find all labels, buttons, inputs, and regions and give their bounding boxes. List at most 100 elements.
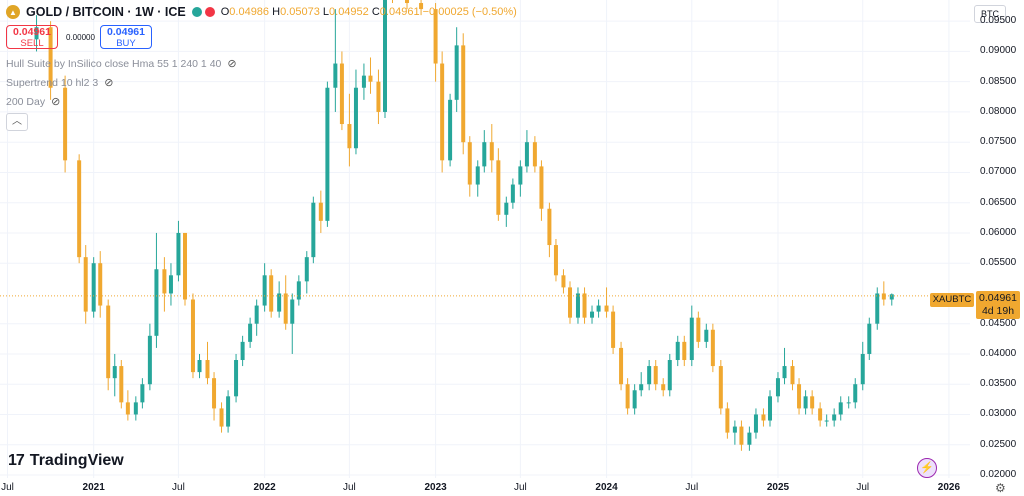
candle bbox=[689, 305, 694, 367]
candle-body bbox=[140, 384, 145, 403]
collapse-indicators-button[interactable]: ︿ bbox=[6, 113, 28, 131]
candle bbox=[248, 317, 253, 348]
candle bbox=[853, 378, 858, 409]
candle-body bbox=[269, 275, 274, 312]
candle-body bbox=[190, 299, 195, 373]
candle bbox=[653, 360, 658, 391]
candle bbox=[77, 154, 82, 264]
candle bbox=[277, 281, 282, 318]
candle bbox=[168, 263, 173, 306]
candle bbox=[846, 396, 851, 409]
sell-button[interactable]: 0.04961 SELL bbox=[6, 25, 58, 49]
candle bbox=[183, 232, 188, 306]
candle bbox=[547, 202, 552, 258]
candle bbox=[475, 160, 480, 197]
candle-body bbox=[234, 360, 239, 397]
spread-value: 0.00000 bbox=[66, 33, 95, 42]
candle bbox=[510, 178, 515, 209]
candle bbox=[339, 51, 344, 131]
candle-body bbox=[147, 335, 152, 385]
candle bbox=[318, 190, 323, 233]
candle-body bbox=[405, 0, 410, 4]
indicator-hull-suite[interactable]: Hull Suite by InSilico close Hma 55 1 24… bbox=[6, 57, 237, 71]
tradingview-logo[interactable]: 17 TradingView bbox=[8, 452, 124, 470]
eye-off-icon[interactable]: ⊘ bbox=[51, 96, 61, 108]
candle bbox=[269, 269, 274, 318]
candle-body bbox=[419, 3, 424, 10]
candle bbox=[368, 57, 373, 94]
candle-body bbox=[496, 160, 501, 215]
candle bbox=[604, 287, 609, 318]
x-tick-label: Jul bbox=[856, 482, 870, 493]
candle bbox=[376, 69, 381, 125]
market-open-dot-icon bbox=[191, 7, 202, 17]
candle bbox=[190, 293, 195, 379]
candle-body bbox=[353, 87, 358, 149]
x-tick-label: 2025 bbox=[766, 482, 790, 493]
candle-body bbox=[775, 378, 780, 397]
indicator-200-day[interactable]: 200 Day ⊘ bbox=[6, 95, 61, 109]
y-tick-label: 0.05500 bbox=[980, 257, 1017, 269]
eye-off-icon[interactable]: ⊘ bbox=[227, 58, 237, 70]
candle-body bbox=[704, 329, 709, 342]
candle bbox=[154, 232, 159, 348]
candle-body bbox=[361, 75, 366, 88]
y-tick-label: 0.04500 bbox=[980, 317, 1017, 329]
candle bbox=[433, 3, 438, 82]
candle-body bbox=[604, 305, 609, 312]
candle-body bbox=[168, 275, 173, 294]
candle-body bbox=[718, 366, 723, 409]
candle bbox=[162, 257, 167, 312]
x-tick-label: 2024 bbox=[595, 482, 618, 493]
y-tick-label: 0.06500 bbox=[980, 196, 1017, 208]
y-tick-label: 0.04000 bbox=[980, 347, 1017, 359]
candle bbox=[254, 299, 259, 336]
eye-off-icon[interactable]: ⊘ bbox=[104, 77, 114, 89]
candle bbox=[304, 251, 309, 294]
candle bbox=[790, 360, 795, 391]
candle bbox=[448, 93, 453, 167]
candle-body bbox=[240, 341, 245, 361]
candle-body bbox=[739, 426, 744, 445]
candle bbox=[197, 353, 202, 379]
candle bbox=[333, 9, 338, 112]
candle-body bbox=[803, 396, 808, 409]
candle-body bbox=[475, 166, 480, 185]
candle bbox=[832, 408, 837, 427]
lightning-icon[interactable]: ⚡ bbox=[917, 458, 937, 478]
candle-body bbox=[119, 366, 124, 403]
candle bbox=[489, 124, 494, 173]
candle-body bbox=[753, 414, 758, 433]
gear-icon[interactable]: ⚙ bbox=[995, 481, 1006, 495]
candle bbox=[803, 390, 808, 415]
last-price-symbol-tag: XAUBTC bbox=[930, 293, 974, 307]
candle-body bbox=[226, 396, 231, 427]
candle-body bbox=[277, 293, 282, 312]
sell-label: SELL bbox=[20, 38, 44, 49]
chart-header: ▲ GOLD / BITCOIN · 1W · ICE O0.04986 H0.… bbox=[6, 3, 517, 21]
candle-body bbox=[539, 166, 544, 209]
candle-body bbox=[590, 311, 595, 318]
candle bbox=[818, 402, 823, 427]
candle-body bbox=[454, 45, 459, 100]
candle bbox=[212, 372, 217, 421]
candle bbox=[875, 287, 880, 330]
candle-body bbox=[518, 166, 523, 185]
price-unit-button[interactable]: BTC bbox=[974, 5, 1006, 23]
symbol-title[interactable]: GOLD / BITCOIN · 1W · ICE bbox=[26, 5, 186, 19]
low-value: 0.04952 bbox=[329, 6, 369, 18]
candle bbox=[383, 0, 388, 118]
candle-body bbox=[797, 384, 802, 409]
candle-body bbox=[154, 269, 159, 336]
indicator-supertrend[interactable]: Supertrend 10 hl2 3 ⊘ bbox=[6, 76, 114, 90]
candle bbox=[419, 0, 424, 16]
buy-button[interactable]: 0.04961 BUY bbox=[100, 25, 152, 49]
candle bbox=[725, 402, 730, 439]
candle bbox=[524, 130, 529, 173]
candle bbox=[34, 15, 39, 52]
data-delay-dot-icon bbox=[204, 7, 215, 17]
indicator-label: Supertrend 10 hl2 3 bbox=[6, 76, 99, 89]
candle bbox=[667, 353, 672, 397]
candle-body bbox=[162, 269, 167, 294]
